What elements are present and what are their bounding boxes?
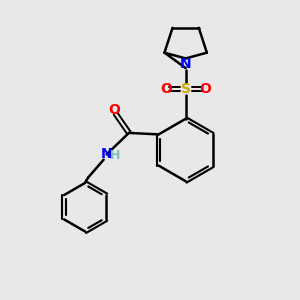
Text: S: S	[181, 82, 191, 96]
Text: O: O	[108, 103, 120, 117]
Text: O: O	[160, 82, 172, 96]
Text: H: H	[110, 149, 120, 162]
Text: N: N	[101, 147, 112, 161]
Text: O: O	[199, 82, 211, 96]
Text: N: N	[180, 57, 191, 71]
